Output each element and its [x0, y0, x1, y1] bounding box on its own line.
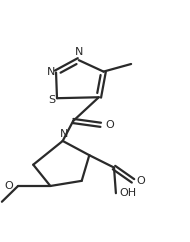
- Text: O: O: [105, 120, 114, 130]
- Text: N: N: [59, 129, 68, 139]
- Text: S: S: [49, 95, 56, 105]
- Text: N: N: [47, 67, 55, 77]
- Text: N: N: [75, 47, 83, 57]
- Text: OH: OH: [120, 188, 137, 198]
- Text: O: O: [4, 181, 13, 191]
- Text: O: O: [137, 176, 146, 186]
